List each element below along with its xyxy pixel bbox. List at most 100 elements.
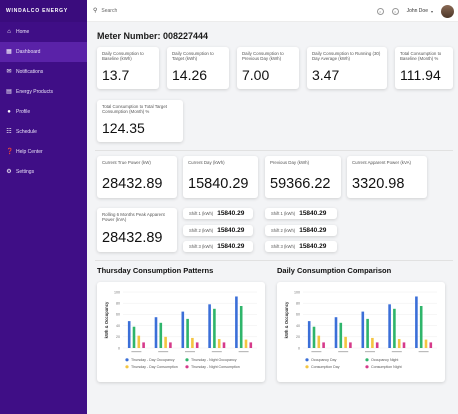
sidebar-item-dashboard[interactable]: ▦ Dashboard (0, 42, 87, 62)
shift-label: Shift 3 (kWh) (271, 244, 296, 249)
bell-icon[interactable]: • (391, 7, 399, 15)
bar (191, 337, 194, 348)
bar (235, 296, 238, 348)
header-actions: • • John Doe ▾ (376, 0, 454, 22)
card-daily-target: Daily Consumption to Target (kWh) 14.26 (167, 47, 229, 89)
shift-current-2: Shift 2 (kWh) 15840.29 (183, 225, 253, 236)
sidebar-item-home[interactable]: ⌂ Home (0, 22, 87, 42)
bar (415, 296, 418, 348)
avatar[interactable] (441, 4, 454, 18)
x-tick-label (338, 351, 349, 353)
sidebar-item-schedule[interactable]: ☷ Schedule (0, 122, 87, 142)
sidebar-item-label: Home (16, 29, 30, 35)
y-tick-label: 80 (116, 302, 120, 306)
y-tick-label: 100 (294, 290, 300, 294)
bar (393, 308, 396, 348)
shift-label: Shift 1 (kWh) (189, 211, 214, 216)
bar (307, 321, 311, 348)
legend-swatch (185, 358, 189, 362)
sidebar-item-energy-products[interactable]: ▤ Energy Products (0, 82, 87, 102)
legend-entry: Thursday - Day Consumption (131, 365, 178, 369)
bar (244, 339, 248, 348)
card-daily-baseline: Daily Consumption to Baseline (kWh) 13.7 (97, 47, 159, 89)
divider (95, 260, 453, 261)
shift-label: Shift 2 (kWh) (189, 228, 214, 233)
y-tick-label: 20 (116, 335, 120, 339)
legend-swatch (185, 365, 189, 369)
y-tick-label: 40 (116, 324, 120, 328)
calendar-icon: ☷ (6, 129, 12, 135)
sidebar-item-label: Settings (16, 169, 35, 175)
legend-entry: Consumption Night (371, 365, 402, 369)
x-tick-label (238, 351, 249, 353)
chat-icon[interactable]: • (376, 7, 384, 15)
section-title-thursday: Thursday Consumption Patterns (97, 266, 214, 275)
y-axis-label: kWh & Occupancy (104, 301, 109, 338)
card-value: 111.94 (400, 67, 441, 83)
bar (159, 322, 163, 348)
sidebar-item-label: Notifications (16, 69, 44, 75)
card-label: Current Apparent Power (kVA) (352, 160, 411, 165)
bar (317, 335, 321, 348)
bar (388, 304, 391, 348)
bar (222, 342, 226, 348)
legend-swatch (125, 365, 129, 369)
bar (195, 342, 199, 348)
bar (429, 342, 433, 348)
chevron-down-icon[interactable]: ▾ (430, 8, 433, 14)
card-current-true-power: Current True Power (kW) 28432.89 (97, 156, 177, 198)
bar (339, 322, 343, 348)
x-tick-label (391, 351, 402, 353)
sidebar-item-label: Help Center (16, 149, 43, 155)
y-tick-label: 60 (116, 313, 120, 317)
sidebar-item-help-center[interactable]: ❓ Help Center (0, 142, 87, 162)
bar (366, 318, 369, 348)
sidebar-item-label: Energy Products (16, 89, 53, 95)
main-content: Meter Number: 008227444 Daily Consumptio… (87, 22, 458, 414)
card-value: 13.7 (102, 67, 130, 83)
bar (186, 318, 189, 348)
user-icon: ● (7, 109, 11, 115)
shift-value: 15840.29 (299, 210, 327, 217)
user-name[interactable]: John Doe (406, 8, 428, 14)
page-title: Meter Number: 008227444 (97, 31, 209, 41)
bar (322, 342, 325, 348)
legend-swatch (365, 358, 369, 362)
legend-entry: Thursday - Night Occupancy (191, 358, 237, 362)
y-tick-label: 0 (298, 346, 300, 350)
gear-icon: ⚙ (6, 169, 12, 175)
legend-entry: Occupancy Night (371, 358, 398, 362)
card-label: Previous Day (kWh) (270, 160, 310, 165)
sidebar-item-profile[interactable]: ● Profile (0, 102, 87, 122)
shift-value: 15840.29 (299, 243, 327, 250)
card-value: 124.35 (102, 120, 145, 136)
card-current-day: Current Day (kWh) 15840.29 (183, 156, 258, 198)
card-value: 3.47 (312, 67, 340, 83)
search-input[interactable]: Search (101, 7, 118, 14)
sidebar-item-settings[interactable]: ⚙ Settings (0, 162, 87, 182)
shift-value: 15840.29 (217, 210, 245, 217)
search-icon: ⚲ (93, 8, 98, 14)
shift-current-1: Shift 1 (kWh) 15840.29 (183, 208, 253, 219)
sidebar-item-label: Schedule (16, 129, 37, 135)
card-value: 15840.29 (188, 176, 249, 192)
bar (208, 304, 211, 348)
card-label: Daily Consumption to Previous Day (kWh) (242, 51, 284, 62)
card-daily-running-average: Daily Consumption to Running (30) Day Av… (307, 47, 387, 89)
home-icon: ⌂ (7, 29, 11, 35)
card-label: Total Consumption to Total Target Consum… (102, 104, 168, 115)
shift-previous-2: Shift 2 (kWh) 15840.29 (265, 225, 337, 236)
bar (397, 339, 401, 348)
x-tick-label (365, 351, 375, 353)
y-tick-label: 20 (296, 335, 300, 339)
card-label: Current Day (kWh) (188, 160, 225, 165)
bar (375, 342, 379, 348)
chart-daily-comparison: kWh & Occupancy 0 20 40 60 80 100 Occupancy Day… (277, 282, 445, 382)
card-total-target: Total Consumption to Total Target Consum… (97, 100, 183, 142)
bar (349, 342, 352, 348)
search-bar[interactable]: ⚲ Search (93, 7, 118, 15)
y-axis-label: kWh & Occupancy (284, 301, 289, 338)
sidebar-item-notifications[interactable]: ✉ Notifications (0, 62, 87, 82)
legend-swatch (125, 358, 129, 362)
y-tick-label: 100 (114, 290, 120, 294)
